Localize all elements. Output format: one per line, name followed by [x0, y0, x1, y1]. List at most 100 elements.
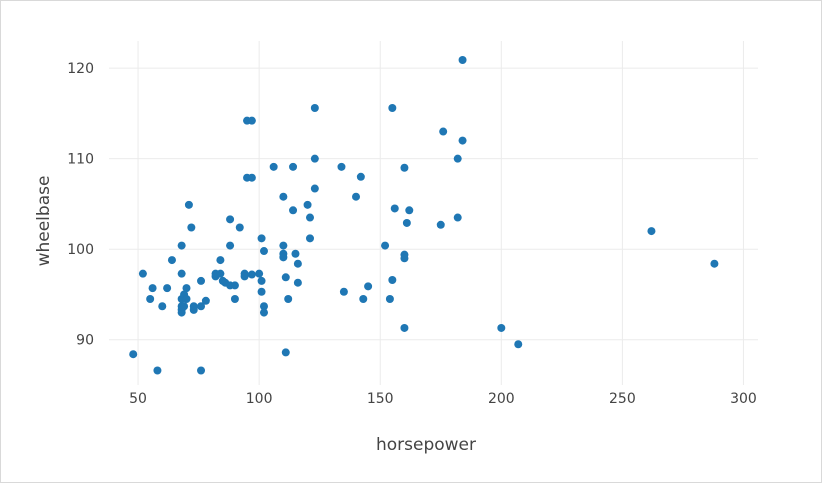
data-point	[259, 308, 268, 317]
data-point	[167, 256, 176, 265]
data-point	[647, 227, 656, 236]
data-point	[269, 162, 278, 171]
data-point	[226, 241, 235, 250]
data-point	[289, 206, 298, 215]
data-point	[436, 220, 445, 229]
data-point	[259, 302, 268, 311]
data-point	[230, 295, 239, 303]
data-point	[305, 234, 314, 243]
data-point	[138, 269, 147, 278]
data-point	[201, 296, 210, 305]
x-tick-label: 300	[730, 391, 757, 407]
data-point	[230, 281, 239, 290]
data-point	[339, 287, 348, 296]
data-point	[197, 302, 206, 311]
data-point	[247, 116, 256, 125]
data-point	[235, 223, 244, 232]
data-point	[187, 223, 196, 232]
data-point	[310, 184, 319, 193]
data-point	[364, 282, 373, 291]
data-point	[310, 103, 319, 112]
data-point	[400, 254, 409, 263]
x-tick-label: 150	[367, 391, 394, 407]
data-point	[279, 241, 288, 250]
data-point	[182, 295, 191, 303]
data-point	[259, 247, 268, 256]
data-point	[257, 234, 266, 243]
data-point	[184, 200, 193, 209]
data-point	[177, 241, 186, 250]
data-point	[177, 269, 186, 278]
data-point	[385, 295, 394, 303]
y-tick-label: 110	[67, 152, 94, 168]
data-point	[129, 350, 138, 359]
data-point	[388, 275, 397, 284]
data-point	[197, 366, 206, 375]
data-point	[458, 56, 467, 65]
y-gridlines	[109, 67, 758, 341]
data-point	[359, 295, 368, 303]
data-point	[293, 278, 302, 287]
data-point	[182, 284, 191, 293]
data-point	[405, 206, 414, 215]
data-point	[197, 276, 206, 285]
data-point	[240, 272, 249, 281]
data-point	[284, 295, 293, 303]
data-point	[189, 302, 198, 311]
y-tick-label: 90	[76, 333, 94, 349]
data-point	[281, 273, 290, 282]
data-point	[153, 366, 162, 375]
data-point	[439, 127, 448, 136]
data-point	[216, 269, 225, 278]
x-tick-label: 50	[129, 391, 147, 407]
data-point	[163, 284, 172, 293]
data-point	[497, 323, 506, 332]
data-point	[146, 295, 155, 303]
data-point	[514, 340, 523, 349]
data-point	[381, 241, 390, 250]
data-point	[356, 172, 365, 181]
data-point	[337, 162, 346, 171]
data-point	[281, 348, 290, 357]
data-point	[226, 215, 235, 224]
data-point	[247, 270, 256, 279]
data-point	[289, 162, 298, 171]
data-point	[352, 192, 361, 201]
data-point	[279, 253, 288, 262]
data-point	[257, 276, 266, 285]
x-tick-label: 200	[488, 391, 515, 407]
data-point	[402, 218, 411, 227]
data-point	[400, 323, 409, 332]
data-point	[710, 259, 719, 268]
data-point	[453, 154, 462, 163]
y-tick-labels: 90 100 110 120	[67, 61, 94, 349]
data-point	[255, 269, 264, 278]
data-points	[129, 56, 719, 375]
x-axis-title: horsepower	[376, 435, 476, 455]
data-point	[400, 163, 409, 172]
data-point	[216, 256, 225, 265]
y-tick-label: 100	[67, 242, 94, 258]
data-point	[310, 154, 319, 163]
data-point	[303, 200, 312, 209]
x-gridlines	[137, 41, 744, 385]
data-point	[158, 302, 167, 311]
x-tick-labels: 50 100 150 200 250 300	[129, 391, 757, 407]
data-point	[257, 287, 266, 296]
data-point	[293, 259, 302, 268]
x-tick-label: 250	[609, 391, 636, 407]
data-point	[453, 213, 462, 222]
data-point	[148, 284, 157, 293]
data-point	[180, 302, 189, 311]
data-point	[247, 173, 256, 182]
y-tick-label: 120	[67, 61, 94, 77]
data-point	[279, 192, 288, 201]
data-point	[291, 249, 300, 258]
data-point	[305, 213, 314, 222]
x-tick-label: 100	[246, 391, 273, 407]
data-point	[388, 103, 397, 112]
data-point	[458, 136, 467, 145]
data-point	[390, 204, 399, 213]
